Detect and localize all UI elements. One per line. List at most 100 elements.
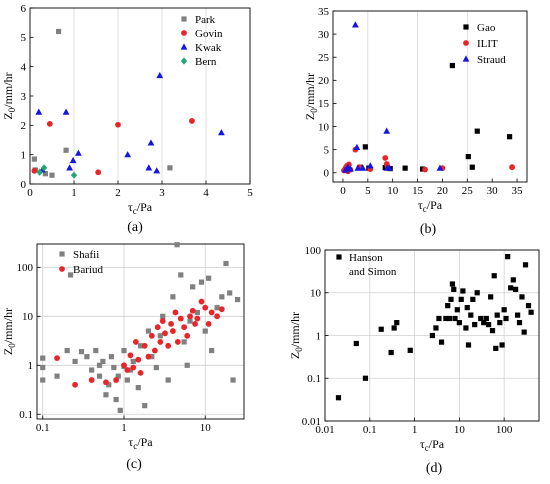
legend-label: Bern bbox=[195, 56, 217, 68]
data-point bbox=[353, 340, 359, 347]
data-point bbox=[137, 343, 144, 349]
x-tick-label: 0 bbox=[27, 187, 33, 199]
data-point bbox=[446, 315, 453, 322]
data-point bbox=[106, 382, 112, 388]
data-point bbox=[159, 318, 166, 324]
plot-frame bbox=[332, 10, 528, 183]
data-point bbox=[497, 320, 503, 326]
gridlines bbox=[37, 244, 244, 419]
data-point bbox=[205, 275, 212, 281]
gridlines bbox=[73, 8, 207, 184]
data-point bbox=[121, 362, 127, 369]
y-tick-label: 0 bbox=[324, 168, 330, 180]
data-point bbox=[522, 262, 529, 268]
data-point bbox=[145, 353, 152, 360]
data-point bbox=[335, 395, 342, 401]
data-point bbox=[208, 309, 215, 316]
data-point bbox=[488, 294, 494, 300]
data-point bbox=[353, 143, 361, 150]
data-point bbox=[148, 332, 155, 339]
data-point bbox=[40, 164, 48, 172]
x-tick-label: 2 bbox=[115, 187, 121, 199]
data-point bbox=[160, 313, 166, 319]
y-tick-label: 100 bbox=[17, 262, 34, 274]
data-point bbox=[234, 296, 241, 303]
data-point bbox=[174, 242, 180, 248]
x-axis-label: τc/Pa bbox=[418, 198, 443, 214]
data-point bbox=[96, 362, 103, 368]
panel-caption: (c) bbox=[126, 457, 142, 472]
data-point bbox=[362, 375, 369, 381]
gridlines bbox=[367, 11, 468, 182]
data-point bbox=[448, 296, 454, 302]
data-point bbox=[130, 364, 137, 371]
data-point bbox=[189, 307, 196, 314]
data-point bbox=[157, 333, 163, 339]
data-point bbox=[469, 164, 475, 170]
x-tick-label: 15 bbox=[412, 185, 424, 197]
data-point bbox=[525, 303, 532, 309]
data-point bbox=[40, 364, 46, 371]
data-point bbox=[388, 349, 394, 356]
data-point bbox=[154, 324, 161, 331]
chart-panel-b: 0 5 10 15 20 25 30 35 0 5 10 15 20 25 30 35 τc/Pa Z0/mm/h… bbox=[303, 6, 528, 237]
x-tick-label: 4 bbox=[203, 187, 209, 199]
x-tick-label: 0 bbox=[340, 185, 346, 197]
data-point bbox=[402, 165, 408, 171]
data-point bbox=[209, 347, 215, 354]
data-point bbox=[95, 169, 102, 176]
data-point bbox=[42, 171, 48, 177]
data-point bbox=[121, 347, 127, 354]
x-tick-label: 0.01 bbox=[315, 424, 334, 436]
data-point bbox=[452, 315, 458, 322]
data-point bbox=[31, 167, 38, 174]
data-point bbox=[486, 321, 492, 328]
data-point bbox=[142, 403, 148, 409]
data-point bbox=[189, 118, 195, 124]
y-tick-label: 5 bbox=[21, 32, 27, 44]
data-point bbox=[521, 329, 527, 335]
legend: Hanson and Simon bbox=[336, 252, 397, 278]
data-point bbox=[93, 347, 99, 354]
data-point bbox=[181, 339, 187, 345]
data-point bbox=[436, 164, 444, 171]
data-point bbox=[108, 354, 114, 360]
x-tick-label: 1 bbox=[71, 187, 77, 199]
x-tick-label: 5 bbox=[247, 187, 253, 199]
data-point bbox=[512, 286, 519, 292]
data-point bbox=[493, 345, 499, 351]
data-point bbox=[165, 342, 172, 349]
data-point bbox=[218, 306, 225, 313]
data-point bbox=[156, 71, 164, 79]
y-tick-label: 10 bbox=[310, 288, 322, 300]
data-point bbox=[198, 279, 205, 285]
data-point bbox=[181, 324, 188, 331]
data-point bbox=[162, 330, 168, 337]
data-point bbox=[135, 356, 142, 363]
data-point bbox=[478, 315, 484, 322]
data-point bbox=[445, 303, 451, 309]
data-point bbox=[515, 312, 521, 318]
data-point bbox=[115, 121, 121, 128]
data-point bbox=[465, 153, 471, 160]
legend-marker bbox=[59, 251, 65, 257]
chart-panel-c: 0.1 1 10 0.1 1 10 100 τc/Pa Z0/mm/hr Shafii Bariud… bbox=[1, 242, 245, 472]
data-point bbox=[96, 373, 103, 379]
data-point bbox=[456, 320, 462, 326]
data-point bbox=[103, 392, 109, 398]
data-point bbox=[167, 165, 173, 171]
legend-label: Shafii bbox=[73, 249, 99, 261]
data-point bbox=[227, 290, 233, 296]
x-tick-label: 1 bbox=[121, 422, 127, 434]
series-gao bbox=[357, 62, 513, 172]
data-point bbox=[474, 290, 480, 296]
legend-marker bbox=[463, 40, 469, 46]
data-point bbox=[202, 304, 209, 311]
data-point bbox=[433, 325, 439, 331]
data-point bbox=[64, 347, 70, 354]
data-point bbox=[219, 294, 225, 300]
data-point bbox=[489, 328, 496, 334]
data-point bbox=[135, 385, 141, 391]
data-point bbox=[491, 273, 497, 279]
x-tick-label: 10 bbox=[387, 185, 399, 197]
